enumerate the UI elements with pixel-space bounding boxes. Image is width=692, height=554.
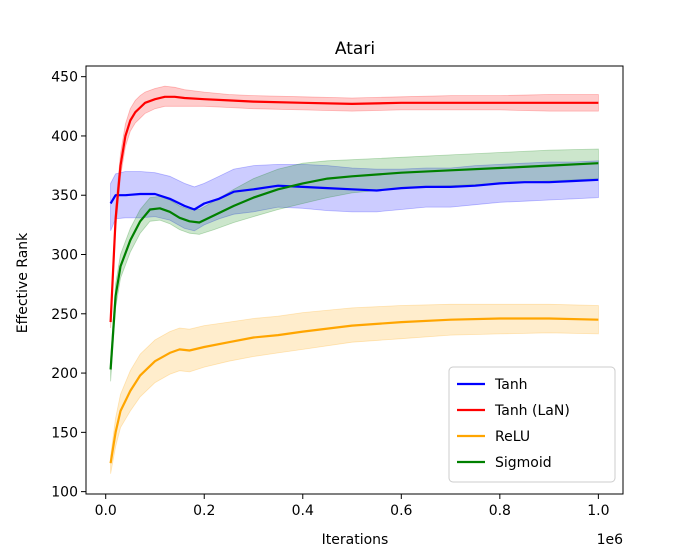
legend-label-tanh-lan: Tanh (LaN): [494, 403, 570, 419]
band-tanh-lan: [110, 85, 599, 329]
band-tanh: [110, 160, 599, 232]
y-tick-label: 450: [51, 70, 78, 86]
axes: 0.0 0.2 0.4 0.6 0.8 1.0 100 150 200 250 300 350 400…: [51, 65, 624, 519]
line-relu: [109, 317, 599, 464]
x-tick-label: 0.8: [489, 503, 511, 519]
x-offset-label: 1e6: [597, 532, 624, 548]
y-tick-label: 400: [51, 129, 78, 145]
line-sigmoid: [109, 162, 599, 370]
y-tick-label: 150: [51, 425, 78, 441]
legend-label-sigmoid: Sigmoid: [495, 455, 552, 471]
y-tick-label: 100: [51, 485, 78, 501]
x-axis-label: Iterations: [322, 532, 389, 548]
y-tick-label: 250: [51, 307, 78, 323]
y-tick-label: 300: [51, 248, 78, 264]
y-axis-label: Effective Rank: [15, 232, 31, 333]
y-ticks: 100 150 200 250 300 350 400 450: [51, 70, 86, 501]
legend: Tanh Tanh (LaN) ReLU Sigmoid: [448, 366, 616, 483]
x-tick-label: 0.2: [193, 503, 215, 519]
x-tick-label: 0.0: [95, 503, 117, 519]
chart-title: Atari: [335, 39, 375, 59]
y-tick-label: 200: [51, 366, 78, 382]
y-tick-label: 350: [51, 188, 78, 204]
x-tick-label: 0.4: [292, 503, 314, 519]
legend-box: [448, 366, 616, 483]
x-ticks: 0.0 0.2 0.4 0.6 0.8 1.0: [95, 494, 609, 519]
series-lines: [109, 95, 599, 464]
plot-frame: [85, 65, 624, 495]
legend-label-tanh: Tanh: [494, 377, 528, 393]
legend-label-relu: ReLU: [495, 429, 530, 445]
x-tick-label: 0.6: [390, 503, 412, 519]
band-relu: [110, 303, 599, 474]
x-tick-label: 1.0: [587, 503, 609, 519]
line-tanh-lan: [109, 95, 599, 323]
